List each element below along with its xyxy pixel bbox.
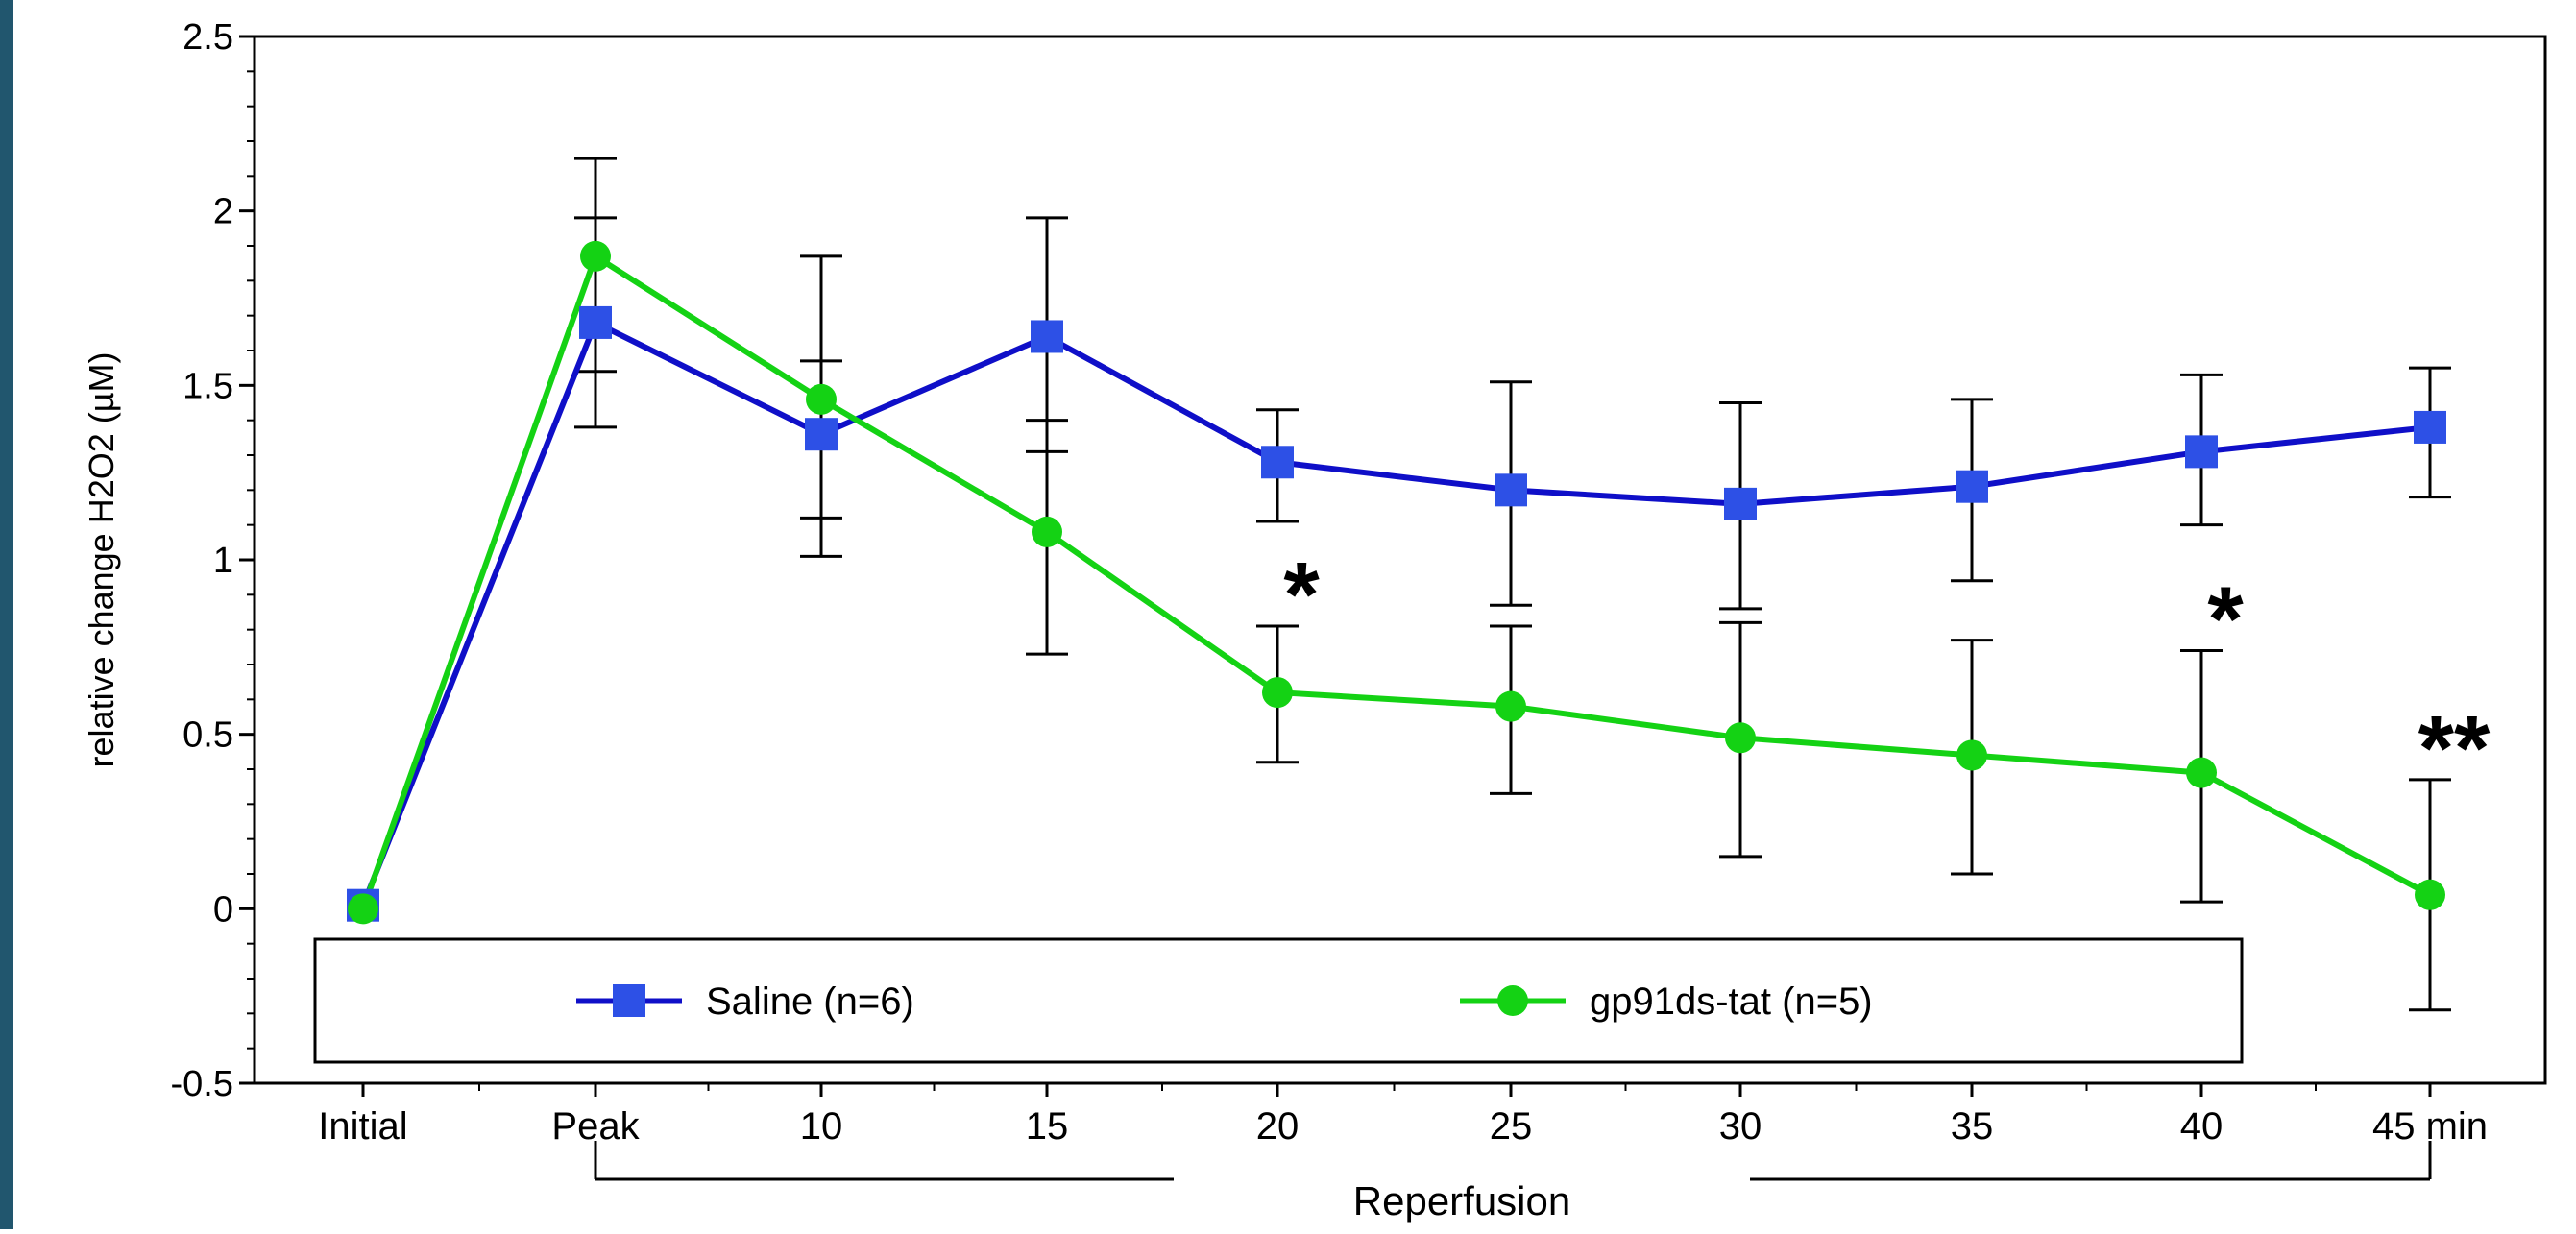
- significance-marker: *: [2207, 569, 2244, 671]
- data-point-saline: [1956, 470, 1988, 503]
- legend-label-gp91ds-tat: gp91ds-tat (n=5): [1590, 980, 1873, 1023]
- significance-marker: *: [1283, 544, 1320, 646]
- legend-marker-saline: [613, 984, 645, 1017]
- data-point-gp91ds-tat: [348, 893, 378, 925]
- x-tick-label: 45 min: [2372, 1105, 2488, 1148]
- data-point-saline: [805, 418, 838, 451]
- data-point-saline: [1261, 446, 1294, 479]
- data-point-gp91ds-tat: [580, 240, 611, 272]
- significance-marker: **: [2418, 697, 2491, 800]
- y-tick-label: -0.5: [171, 1064, 233, 1104]
- y-tick-label: 2.5: [182, 17, 233, 58]
- series-line-saline: [360, 319, 2431, 907]
- x-tick-label: 20: [1256, 1105, 1300, 1148]
- data-point-saline: [1495, 473, 1527, 507]
- data-point-gp91ds-tat: [1725, 722, 1756, 754]
- data-point-saline: [1031, 320, 1063, 353]
- y-tick-label: 0.5: [182, 715, 233, 756]
- data-point-gp91ds-tat: [1956, 739, 1987, 771]
- y-tick-label: 1.5: [182, 366, 233, 406]
- y-tick-label: 2: [213, 192, 233, 232]
- data-point-gp91ds-tat: [2186, 757, 2217, 788]
- data-point-saline: [579, 305, 612, 339]
- data-point-saline: [2185, 435, 2218, 469]
- x-tick-label: 35: [1951, 1105, 1994, 1148]
- legend-marker-gp91ds-tat: [1497, 985, 1528, 1016]
- data-point-saline: [2414, 410, 2446, 444]
- annotation-layer: * ***: [1283, 544, 2491, 800]
- left-side-bar: [0, 0, 13, 1229]
- x-tick-label: 40: [2180, 1105, 2224, 1148]
- reperfusion-bracket: [594, 1141, 2432, 1181]
- data-point-gp91ds-tat: [1262, 677, 1293, 709]
- y-tick-label: 1: [213, 541, 233, 581]
- x-tick-label: Peak: [551, 1105, 640, 1148]
- y-tick-label: 0: [213, 889, 233, 930]
- data-point-gp91ds-tat: [1495, 690, 1526, 722]
- legend-label-saline: Saline (n=6): [706, 980, 914, 1023]
- x-tick-label: Initial: [318, 1105, 407, 1148]
- series-layer: [347, 157, 2451, 1012]
- x-tick-label: 15: [1026, 1105, 1069, 1148]
- data-point-gp91ds-tat: [2415, 879, 2445, 910]
- legend: Saline (n=6) gp91ds-tat (n=5): [313, 937, 2244, 1064]
- x-tick-label: 25: [1490, 1105, 1533, 1148]
- y-axis: 2.5 2 1.5 1 0.5 0 -0.5: [171, 17, 255, 1104]
- x-axis: Initial Peak 10 15 20 25 30 35 40 45 min: [318, 1083, 2488, 1148]
- data-point-saline: [1724, 487, 1757, 520]
- y-axis-label: relative change H2O2 (µM): [82, 352, 121, 768]
- x-tick-label: 10: [800, 1105, 843, 1148]
- data-point-gp91ds-tat: [806, 383, 837, 415]
- x-axis-label: Reperfusion: [1353, 1178, 1570, 1223]
- data-point-gp91ds-tat: [1032, 516, 1062, 547]
- series-line-gp91ds-tat: [360, 253, 2432, 910]
- x-tick-label: 30: [1719, 1105, 1762, 1148]
